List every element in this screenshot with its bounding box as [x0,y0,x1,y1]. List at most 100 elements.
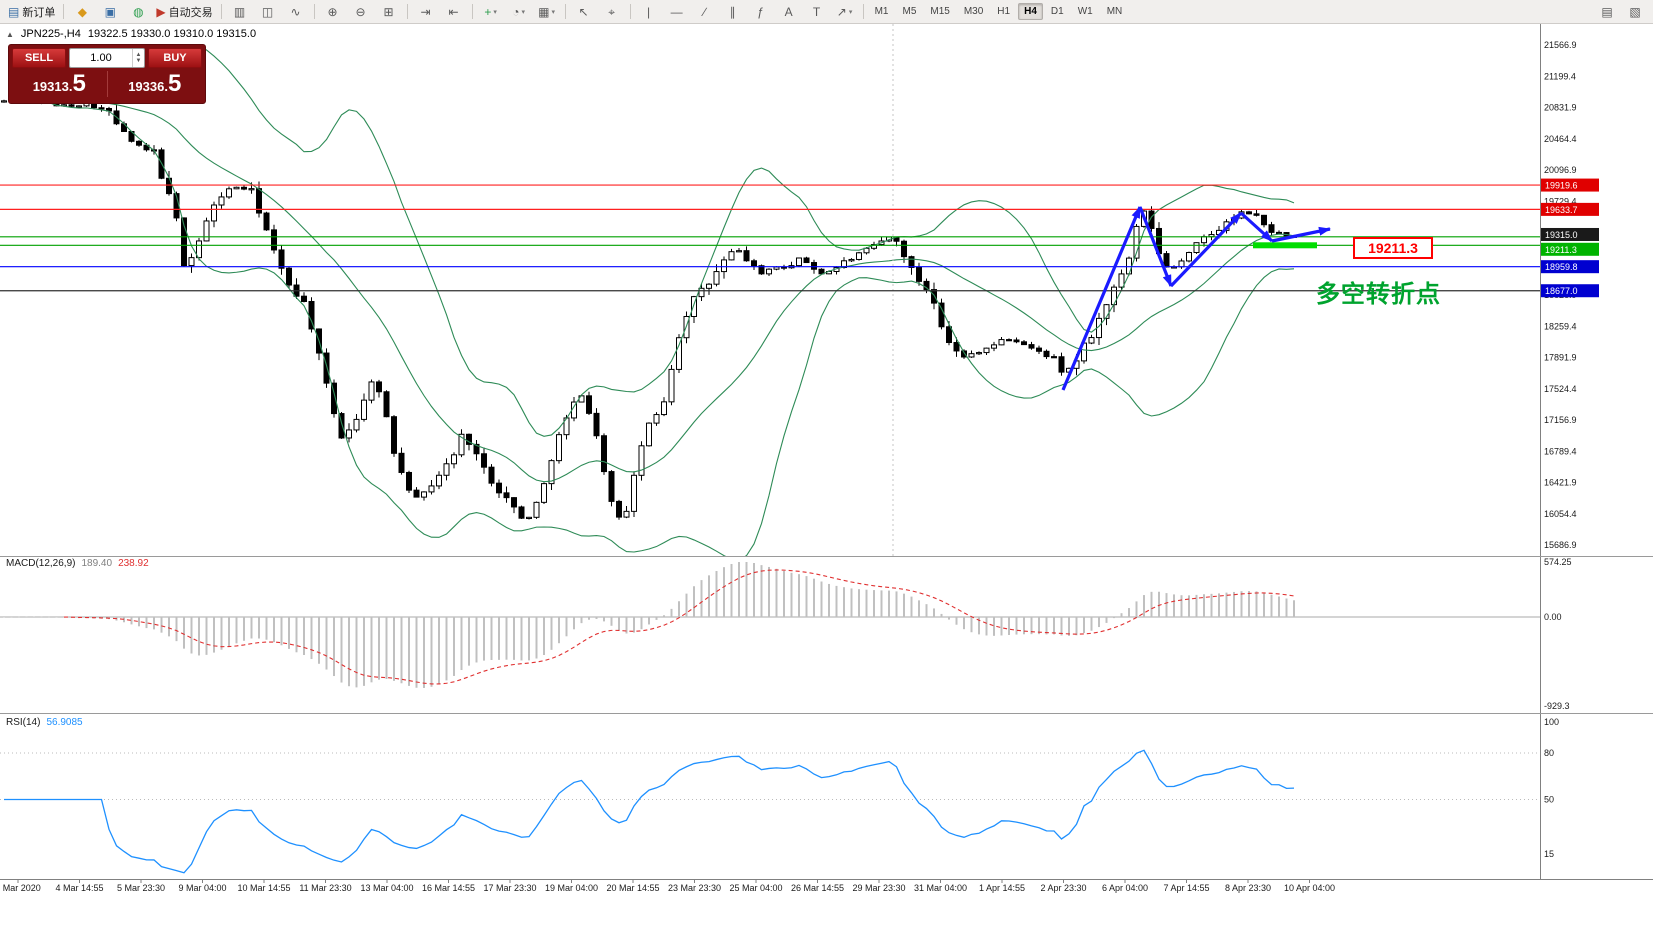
toolbar-separator [313,4,315,19]
svg-text:17156.9: 17156.9 [1544,415,1577,425]
crosshair-icon[interactable]: ⌖ [598,1,626,23]
community-window-icon[interactable]: ▤ [1601,4,1613,19]
trendline-icon[interactable]: ∕ [691,1,719,23]
chart-ohlc-values: 19322.5 19330.0 19310.0 19315.0 [87,28,257,40]
svg-text:18959.8: 18959.8 [1545,262,1578,272]
timeframe-m5[interactable]: M5 [902,6,917,17]
toolbar-separator [862,4,864,19]
svg-text:-929.3: -929.3 [1544,701,1570,711]
timeframe-d1[interactable]: D1 [1050,6,1064,17]
caret-down-icon: ▾ [551,8,555,16]
svg-text:16421.9: 16421.9 [1544,478,1577,488]
time-label: 3 Mar 2020 [0,883,41,893]
text-label-icon: T [812,4,821,19]
timeframe-m15[interactable]: M15 [930,6,950,17]
line-chart-icon[interactable]: ∿ [282,1,310,23]
price-axis[interactable]: 21566.9 21199.4 20831.9 20464.4 20096.9 19729… [1541,40,1599,550]
fibonacci-icon[interactable]: ƒ [747,1,775,23]
timeframe-mn[interactable]: MN [1106,6,1123,17]
svg-text:16054.4: 16054.4 [1544,509,1577,519]
support-zone-segment[interactable] [1253,242,1317,249]
autotrade-button[interactable]: ▶ 自动交易 [152,1,216,23]
zoom-out-icon: ⊖ [355,4,366,19]
timeframe-w1[interactable]: W1 [1077,6,1093,17]
shapes-button[interactable]: ↗ ▾ [831,1,859,23]
indicators-button[interactable]: + ▾ [477,1,505,23]
horizontal-line-icon[interactable]: — [663,1,691,23]
buy-button[interactable]: BUY [148,48,202,68]
sell-button[interactable]: SELL [12,48,66,68]
time-label: 10 Mar 14:55 [237,883,291,893]
time-label: 13 Mar 04:00 [360,883,414,893]
support-price-label[interactable]: 19211.3 [1353,237,1433,259]
candlestick-chart-icon[interactable]: ◫ [254,1,282,23]
auto-scroll-icon: ⇥ [420,4,431,19]
text-icon[interactable]: A [775,1,803,23]
macd-axis[interactable]: 574.25 0.00 -929.3 [1544,557,1572,711]
time-label: 25 Mar 04:00 [729,883,783,893]
timeframe-h1[interactable]: H1 [997,6,1011,17]
price-chart-plot[interactable] [0,24,1540,560]
svg-text:50: 50 [1544,795,1554,805]
text-label-icon[interactable]: T [803,1,831,23]
turning-point-annotation[interactable]: 多空转折点 [1316,281,1441,308]
rsi-name: RSI(14) [6,717,41,728]
time-label: 8 Apr 23:30 [1224,883,1272,893]
web-terminal-icon: ◍ [133,4,144,19]
oct-collapse-icon[interactable]: ▲ [6,29,14,39]
macd-histogram [3,562,1295,688]
vertical-line-icon[interactable]: | [635,1,663,23]
auto-scroll-icon[interactable]: ⇥ [412,1,440,23]
svg-text:20831.9: 20831.9 [1544,103,1577,113]
toolbar-separator [220,4,222,19]
trend-arrows[interactable] [1061,206,1331,391]
data-window-icon: ▣ [104,4,117,19]
horizontal-line-icon: — [670,4,683,19]
toolbar-separator [564,4,566,19]
timeframe-m30[interactable]: M30 [963,6,984,17]
channel-icon[interactable]: ∥ [719,1,747,23]
spinner-down-icon[interactable]: ▼ [135,58,142,64]
time-label: 16 Mar 14:55 [421,883,476,893]
rsi-axis[interactable]: 100 80 50 15 [1544,717,1559,859]
rsi-panel[interactable] [0,749,1540,874]
timeframe-m1[interactable]: M1 [874,6,889,17]
chart-shift-icon: ⇤ [448,4,459,19]
bar-chart-icon[interactable]: ▥ [226,1,254,23]
data-window-icon[interactable]: ▣ [96,1,124,23]
caret-down-icon: ▾ [848,8,853,16]
periods-button[interactable]: ◔ ▾ [505,1,533,23]
lot-spinner[interactable]: ▲ ▼ [132,49,144,67]
bollinger-bands [33,44,1295,556]
time-label: 19 Mar 04:00 [544,883,599,893]
web-terminal-icon[interactable]: ◍ [124,1,152,23]
sell-price[interactable]: 19313. 5 [12,72,107,96]
mql5-community-icon[interactable]: ◆ [68,1,96,23]
timeframe-h4[interactable]: H4 [1018,3,1043,20]
channel-icon: ∥ [729,4,736,19]
new-order-button[interactable]: ▤ 新订单 [4,1,59,23]
macd-panel[interactable] [0,562,1540,688]
buy-price[interactable]: 19336. 5 [108,72,203,96]
line-chart-icon: ∿ [290,4,301,19]
templates-button[interactable]: ▦ ▾ [533,1,561,23]
cursor-icon[interactable]: ↖ [570,1,598,23]
rsi-value: 56.9085 [46,717,83,728]
horizontal-level-lines[interactable] [0,184,1540,292]
svg-text:19211.3: 19211.3 [1545,245,1577,255]
zoom-in-icon: ⊕ [327,4,338,19]
chat-window-icon[interactable]: ▧ [1629,4,1641,19]
svg-text:15: 15 [1544,849,1554,859]
spinner-up-icon[interactable]: ▲ [135,52,142,58]
lot-size-input[interactable]: 1.00 ▲ ▼ [69,48,145,68]
chart-shift-icon[interactable]: ⇤ [440,1,468,23]
zoom-out-icon[interactable]: ⊖ [347,1,375,23]
tile-windows-icon[interactable]: ⊞ [375,1,403,23]
price-highlight-18677.0: 18677.0 [1541,284,1599,298]
svg-text:21566.9: 21566.9 [1544,40,1577,50]
fibonacci-icon: ƒ [757,4,764,19]
zoom-in-icon[interactable]: ⊕ [319,1,347,23]
svg-text:19729.4: 19729.4 [1544,196,1577,206]
time-axis[interactable]: 3 Mar 2020 4 Mar 14:55 5 Mar 23:30 9 Mar 04… [0,880,1653,898]
